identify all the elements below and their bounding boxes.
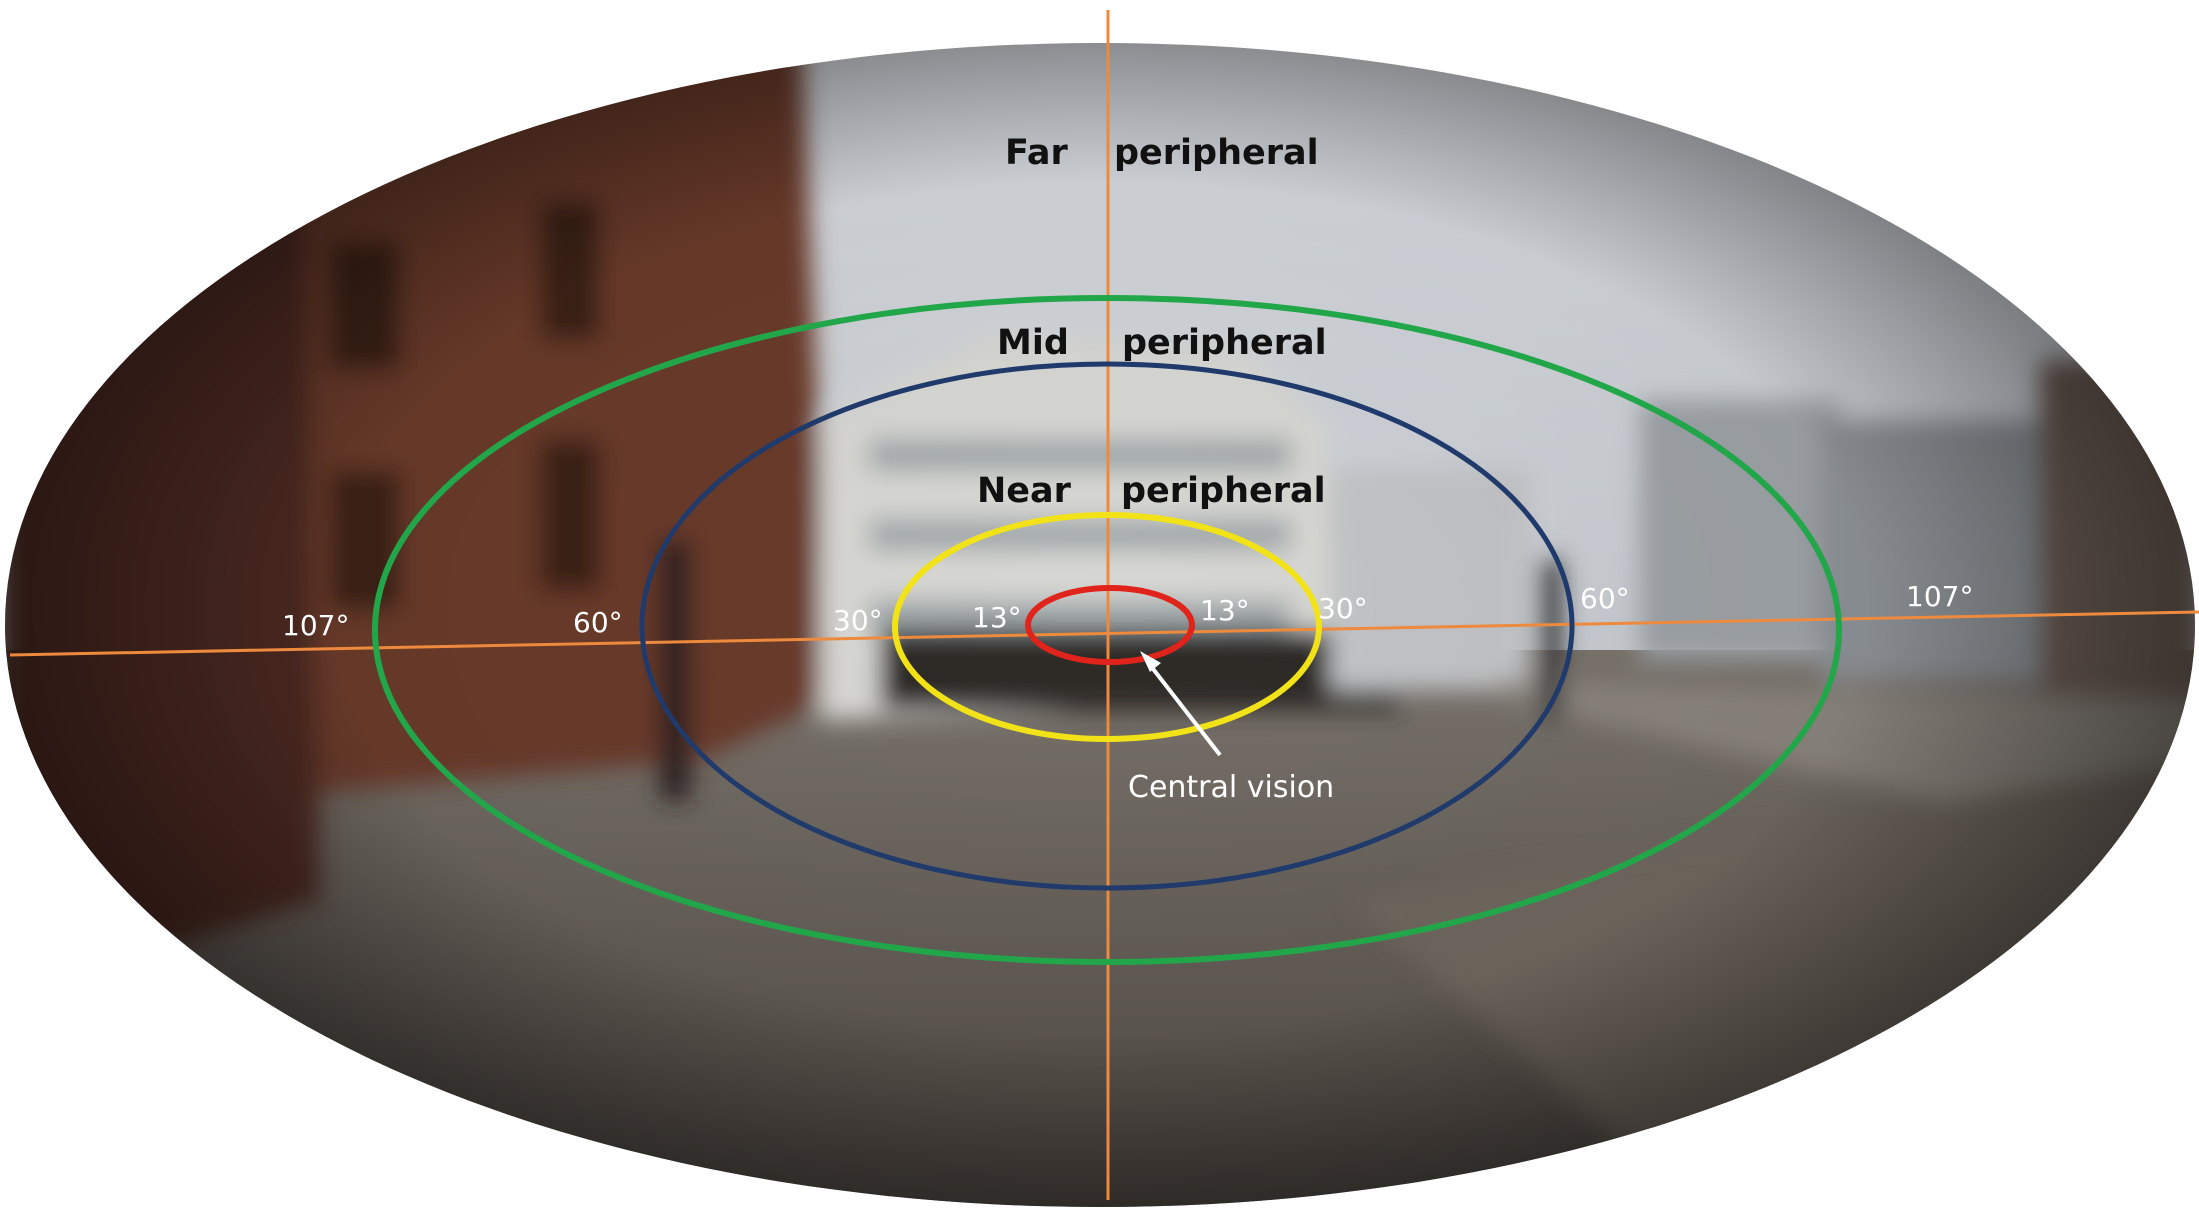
- mid-label: Mid: [997, 323, 1069, 363]
- angle-30-left: 30°: [833, 604, 883, 637]
- central-vision-label: Central vision: [1128, 770, 1334, 805]
- mid-peripheral-ring: [639, 361, 1575, 891]
- far-peripheral-label: peripheral: [1114, 133, 1319, 173]
- angle-13-left: 13°: [972, 601, 1022, 634]
- angle-60-right: 60°: [1580, 582, 1630, 615]
- central-vision-ring: [1025, 585, 1195, 665]
- angle-107-left: 107°: [282, 609, 349, 642]
- angle-30-right: 30°: [1318, 592, 1368, 625]
- near-peripheral-ring: [892, 512, 1322, 742]
- far-peripheral-ring: [372, 295, 1842, 965]
- near-label: Near: [977, 471, 1072, 511]
- angle-107-right: 107°: [1906, 580, 1973, 613]
- angle-13-right: 13°: [1200, 594, 1250, 627]
- near-peripheral-label: peripheral: [1121, 471, 1326, 511]
- central-vision-pointer: [1140, 651, 1222, 757]
- angle-60-left: 60°: [573, 606, 623, 639]
- mid-peripheral-label: peripheral: [1122, 323, 1327, 363]
- far-label: Far: [1005, 133, 1068, 173]
